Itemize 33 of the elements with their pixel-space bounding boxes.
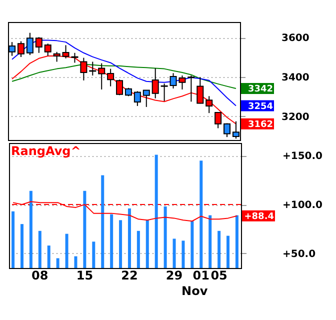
y-tick-label: 3200: [282, 112, 310, 123]
candlestick: [116, 79, 124, 96]
candlestick: [107, 68, 114, 87]
candlestick: [206, 96, 213, 114]
y-tick-label: 3600: [282, 33, 310, 44]
x-tick-label: 01: [192, 268, 210, 282]
data-label: +88.4: [244, 212, 274, 222]
candlestick: [142, 90, 150, 108]
chart-title: RangAvg^: [11, 144, 81, 158]
x-tick-label: 29: [166, 268, 183, 282]
candlestick: [134, 90, 141, 106]
text: Nov: [182, 284, 208, 298]
data-label: 3342: [248, 84, 273, 94]
candlestick: [26, 32, 34, 56]
candlestick: [98, 62, 106, 90]
x-tick-label: 22: [121, 268, 138, 282]
y-tick-label: 3400: [282, 72, 310, 84]
candlestick: [160, 83, 168, 102]
line-series: [12, 201, 238, 222]
candlestick: [224, 122, 231, 138]
y-tick-label: +150.0: [282, 151, 323, 162]
x-tick-label: 05: [210, 268, 228, 282]
candlestick: [196, 76, 204, 104]
candlestick: [152, 68, 159, 99]
y-tick-label: +50.0: [282, 248, 316, 260]
candlestick: [17, 40, 24, 58]
candlestick: [188, 74, 195, 102]
data-label: 3162: [248, 120, 273, 130]
candlestick: [35, 36, 42, 54]
x-tick-label: 15: [76, 268, 94, 282]
data-label: 3254: [248, 102, 273, 112]
y-tick-label: +100.0: [282, 200, 323, 212]
x-tick-label: 08: [32, 268, 48, 282]
